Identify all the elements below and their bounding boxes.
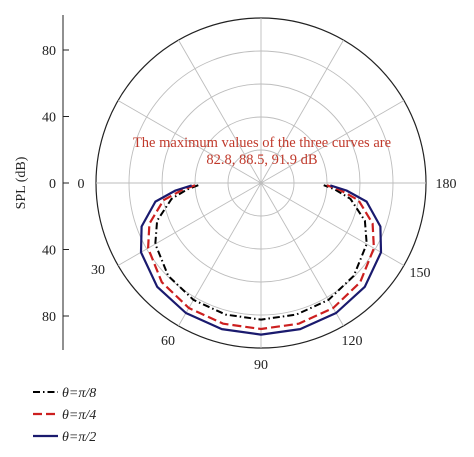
radial-tick-label: 80 [42, 44, 56, 59]
series-line-3 [139, 184, 383, 336]
series-curves [139, 184, 383, 336]
angle-tick-label: 150 [410, 266, 431, 281]
angle-tick-labels: 0 30 60 90 120 150 180 [78, 177, 457, 373]
y-axis-label: SPL (dB) [14, 156, 29, 209]
legend-label: θ=π/8 [62, 386, 96, 401]
angle-tick-label: 120 [342, 334, 363, 349]
radial-tick-label: 0 [49, 177, 56, 192]
radial-tick-label: 40 [42, 111, 56, 126]
radial-tick-label: 80 [42, 310, 56, 325]
grid-spoke [178, 182, 262, 327]
series-line-1 [154, 184, 368, 321]
series-line-2 [147, 184, 375, 331]
grid-spoke [178, 39, 262, 184]
grid-spoke [260, 182, 405, 266]
legend: θ=π/8 θ=π/4 θ=π/2 [33, 386, 96, 445]
legend-label: θ=π/4 [62, 408, 96, 423]
annotation-line-2: 82.8, 88.5, 91.9 dB [206, 152, 317, 168]
grid-spoke [260, 182, 344, 327]
legend-label: θ=π/2 [62, 430, 96, 445]
radial-ticks: 80 40 0 40 80 [42, 44, 69, 325]
grid-spoke [260, 39, 344, 184]
angle-tick-label: 180 [436, 177, 457, 192]
angle-tick-label: 0 [78, 177, 85, 192]
angle-tick-label: 30 [91, 263, 105, 278]
annotation-line-1: The maximum values of the three curves a… [133, 135, 391, 151]
angle-tick-label: 60 [161, 334, 175, 349]
polar-grid [95, 17, 427, 349]
grid-spoke [117, 182, 262, 266]
grid-spoke [117, 100, 262, 184]
angle-tick-label: 90 [254, 358, 268, 373]
grid-spoke [260, 100, 405, 184]
radial-tick-label: 40 [42, 244, 56, 259]
